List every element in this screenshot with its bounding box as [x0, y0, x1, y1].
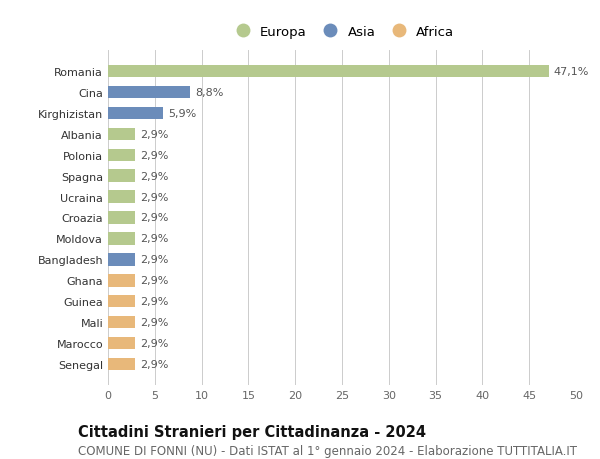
Bar [108, 191, 135, 203]
Text: 2,9%: 2,9% [140, 317, 168, 327]
Text: 8,8%: 8,8% [195, 88, 223, 98]
Bar [108, 233, 135, 245]
Text: 2,9%: 2,9% [140, 151, 168, 161]
Text: COMUNE DI FONNI (NU) - Dati ISTAT al 1° gennaio 2024 - Elaborazione TUTTITALIA.I: COMUNE DI FONNI (NU) - Dati ISTAT al 1° … [78, 444, 577, 457]
Bar [108, 149, 135, 162]
Text: 2,9%: 2,9% [140, 297, 168, 307]
Text: 2,9%: 2,9% [140, 338, 168, 348]
Bar [108, 337, 135, 349]
Text: 47,1%: 47,1% [554, 67, 589, 77]
Bar [108, 87, 190, 99]
Bar [108, 107, 163, 120]
Bar [108, 316, 135, 329]
Text: 2,9%: 2,9% [140, 129, 168, 140]
Bar [108, 295, 135, 308]
Bar [108, 129, 135, 141]
Legend: Europa, Asia, Africa: Europa, Asia, Africa [224, 20, 460, 44]
Text: 2,9%: 2,9% [140, 255, 168, 265]
Bar [108, 358, 135, 370]
Text: 2,9%: 2,9% [140, 234, 168, 244]
Text: Cittadini Stranieri per Cittadinanza - 2024: Cittadini Stranieri per Cittadinanza - 2… [78, 425, 426, 440]
Bar [108, 253, 135, 266]
Text: 2,9%: 2,9% [140, 275, 168, 285]
Text: 2,9%: 2,9% [140, 192, 168, 202]
Text: 5,9%: 5,9% [168, 109, 196, 119]
Bar [108, 170, 135, 183]
Bar [108, 274, 135, 287]
Bar [108, 66, 549, 78]
Bar [108, 212, 135, 224]
Text: 2,9%: 2,9% [140, 213, 168, 223]
Text: 2,9%: 2,9% [140, 171, 168, 181]
Text: 2,9%: 2,9% [140, 359, 168, 369]
